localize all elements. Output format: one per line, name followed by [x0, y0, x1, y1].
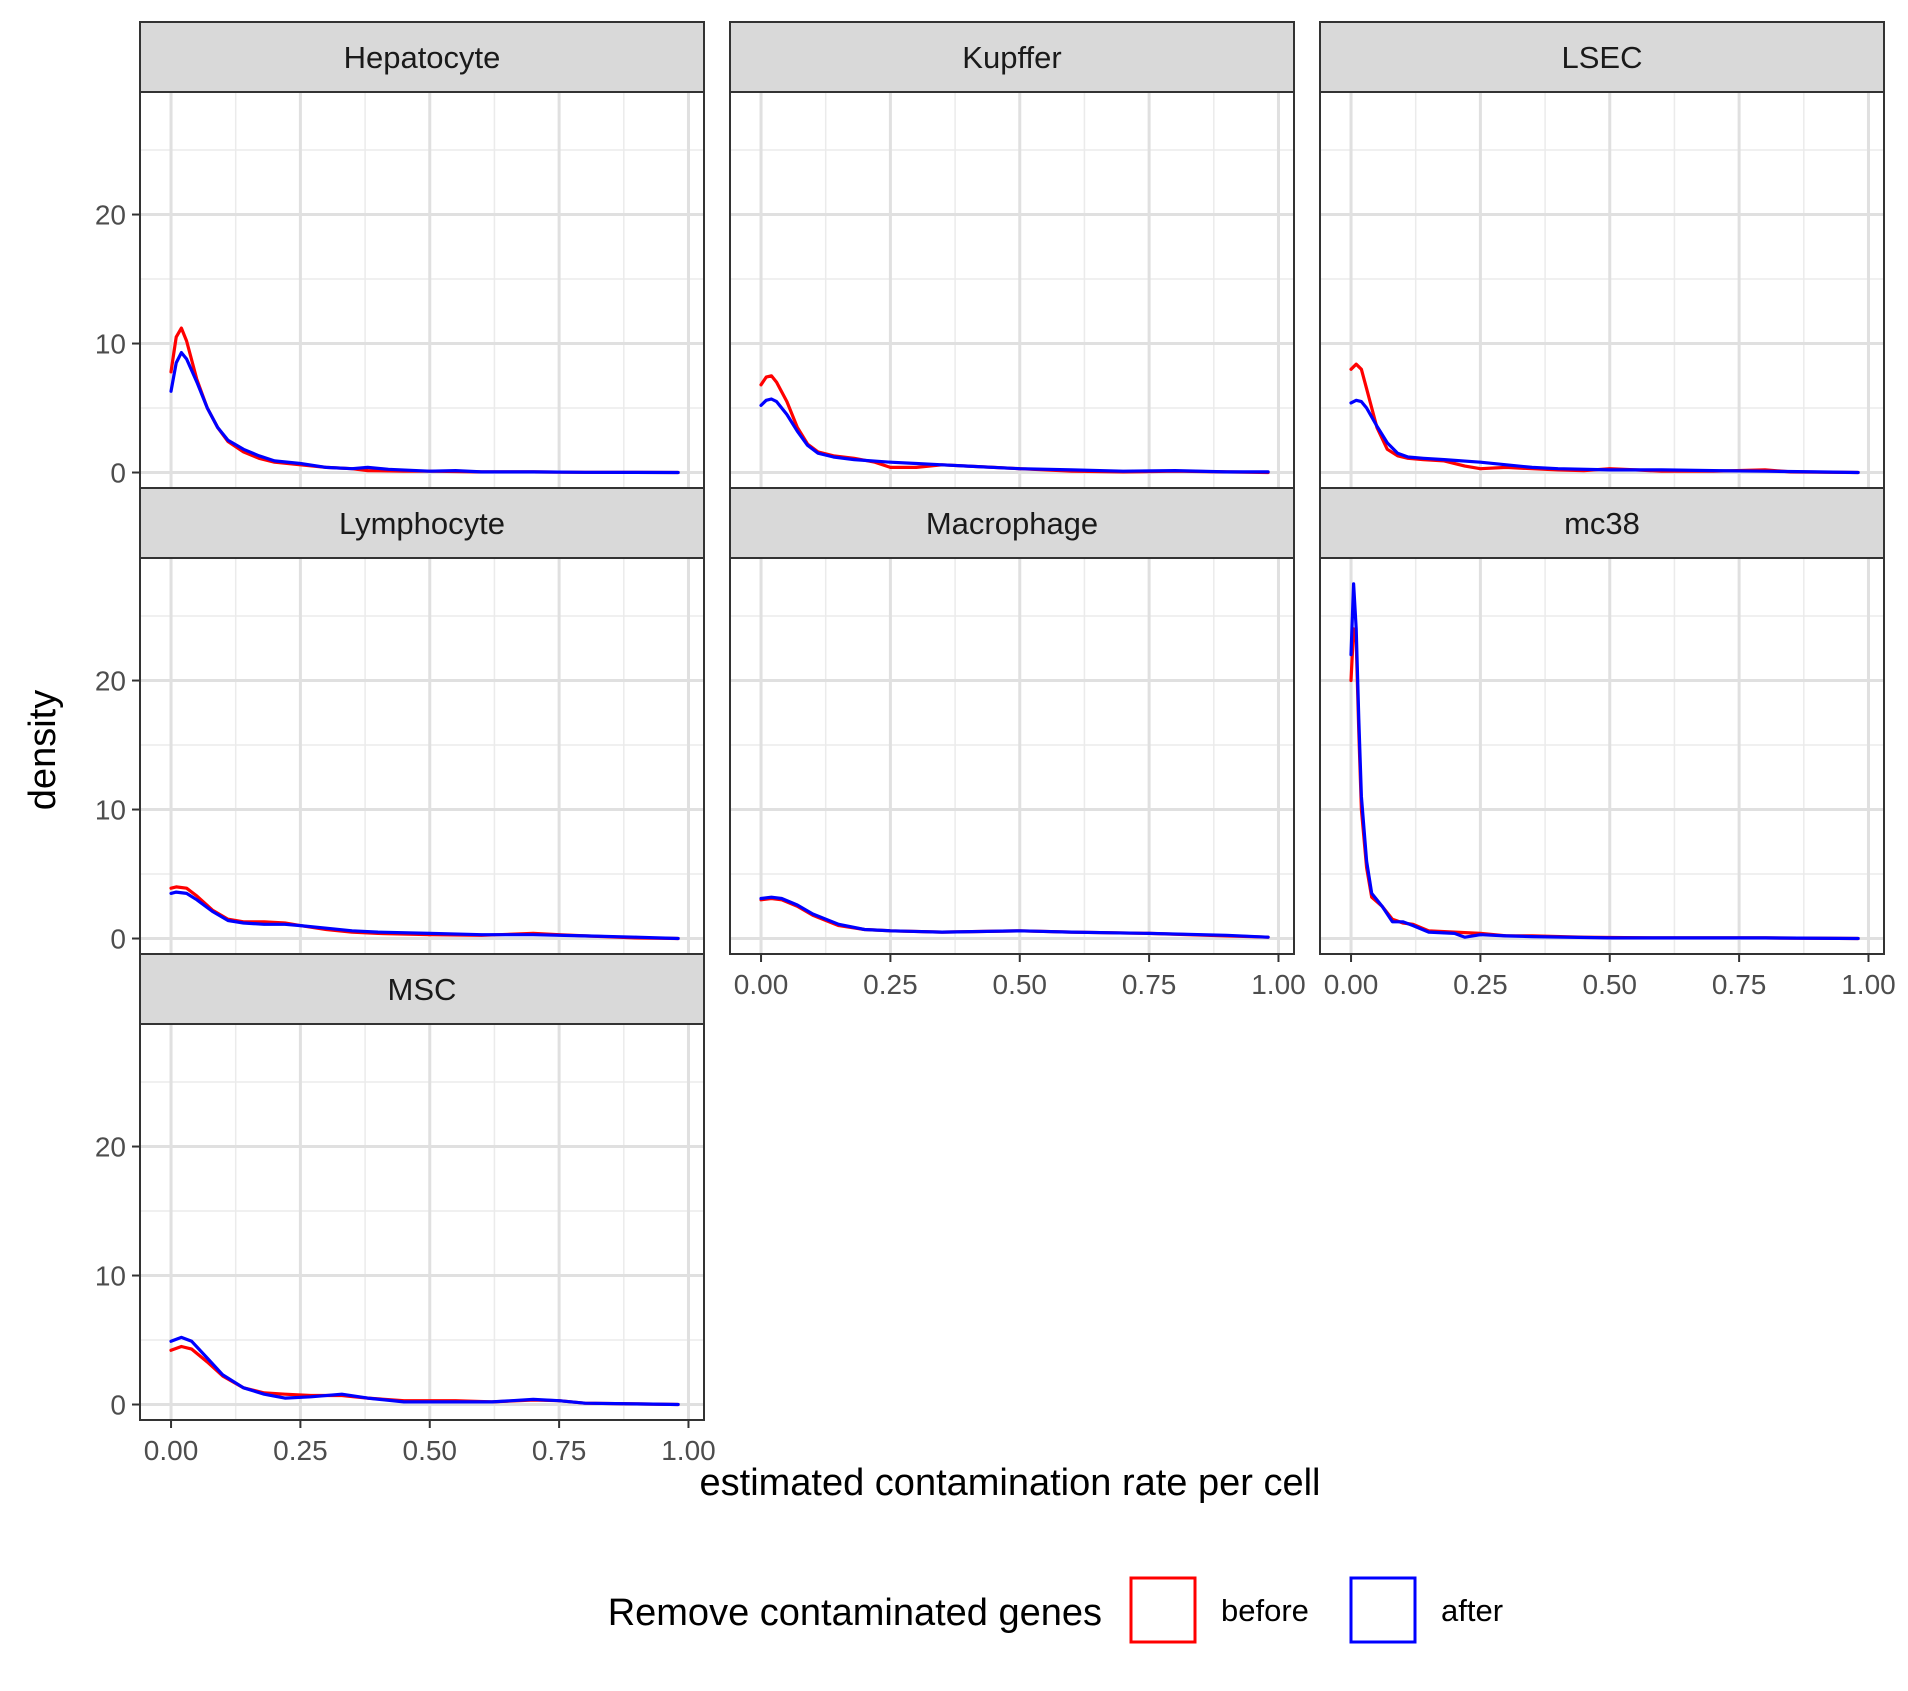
panel-msc: MSC 0 10 20 0.00 0.25 0.50 0.75 1.00 — [95, 953, 716, 1466]
strip-background — [729, 487, 1295, 559]
plot-background — [140, 92, 704, 488]
facet-panels: Hepatocyte 0 10 20 Kupffer LSEC Lymphocyte 0 10 2… — [95, 21, 1896, 1466]
x-tick-label: 1.00 — [1841, 969, 1896, 1000]
x-tick-label: 0.75 — [532, 1435, 587, 1466]
strip-background — [1319, 487, 1885, 559]
x-axis-title: estimated contamination rate per cell — [700, 1462, 1321, 1504]
y-tick-label: 0 — [110, 1390, 126, 1421]
panel-macrophage: Macrophage 0.00 0.25 0.50 0.75 1.00 — [729, 487, 1306, 1000]
legend-label-before: before — [1221, 1593, 1309, 1628]
x-tick-label: 1.00 — [661, 1435, 716, 1466]
panel-border — [729, 557, 1295, 955]
legend-label-after: after — [1441, 1593, 1503, 1628]
x-tick-label: 0.25 — [273, 1435, 328, 1466]
panel-mc38: mc38 0.00 0.25 0.50 0.75 1.00 — [1319, 487, 1896, 1000]
plot-background — [1320, 92, 1884, 488]
strip-label: MSC — [388, 972, 457, 1007]
strip-background — [139, 953, 705, 1025]
plot-background — [730, 558, 1294, 954]
x-tick-label: 0.50 — [1583, 969, 1638, 1000]
series-after-line — [759, 895, 1270, 939]
legend-key-after — [1349, 1576, 1417, 1644]
plot-background — [730, 92, 1294, 488]
series-after-line — [1349, 582, 1860, 941]
x-tick-label: 0.50 — [403, 1435, 458, 1466]
strip-label: LSEC — [1562, 40, 1643, 75]
panel-border — [139, 1023, 705, 1421]
y-tick-label: 10 — [95, 795, 126, 826]
legend-title: Remove contaminated genes — [608, 1592, 1102, 1634]
plot-background — [1320, 558, 1884, 954]
plot-background — [140, 1024, 704, 1420]
series-after-line — [169, 1335, 680, 1407]
strip-label: Macrophage — [926, 506, 1098, 541]
series-after-line — [759, 397, 1270, 474]
y-tick-label: 20 — [95, 200, 126, 231]
strip-background — [729, 21, 1295, 93]
x-tick-label: 0.00 — [734, 969, 789, 1000]
y-tick-label: 20 — [95, 666, 126, 697]
panel-border — [1319, 557, 1885, 955]
y-tick-label: 10 — [95, 329, 126, 360]
strip-label: Hepatocyte — [344, 40, 501, 75]
legend: Remove contaminated genes before after — [608, 1576, 1503, 1644]
x-tick-label: 0.00 — [1324, 969, 1379, 1000]
strip-background — [139, 487, 705, 559]
y-tick-label: 10 — [95, 1261, 126, 1292]
strip-label: mc38 — [1564, 506, 1640, 541]
legend-key-before — [1129, 1576, 1197, 1644]
panel-kupffer: Kupffer — [729, 21, 1295, 489]
series-after-line — [169, 890, 680, 941]
panel-hepatocyte: Hepatocyte 0 10 20 — [95, 21, 705, 489]
x-tick-label: 0.00 — [144, 1435, 199, 1466]
panel-lsec: LSEC — [1319, 21, 1885, 489]
strip-background — [1319, 21, 1885, 93]
x-tick-label: 0.50 — [993, 969, 1048, 1000]
panel-lymphocyte: Lymphocyte 0 10 20 — [95, 487, 705, 955]
y-axis-title: density — [22, 690, 64, 810]
y-tick-label: 0 — [110, 924, 126, 955]
y-tick-label: 20 — [95, 1132, 126, 1163]
x-tick-label: 0.75 — [1122, 969, 1177, 1000]
x-tick-label: 0.75 — [1712, 969, 1767, 1000]
x-tick-label: 0.25 — [1453, 969, 1508, 1000]
plot-background — [140, 558, 704, 954]
series-after-line — [169, 351, 680, 475]
x-tick-label: 1.00 — [1251, 969, 1306, 1000]
strip-label: Kupffer — [962, 40, 1061, 75]
strip-background — [139, 21, 705, 93]
x-tick-label: 0.25 — [863, 969, 918, 1000]
strip-label: Lymphocyte — [339, 506, 505, 541]
series-after-line — [1349, 398, 1860, 475]
y-tick-label: 0 — [110, 458, 126, 489]
